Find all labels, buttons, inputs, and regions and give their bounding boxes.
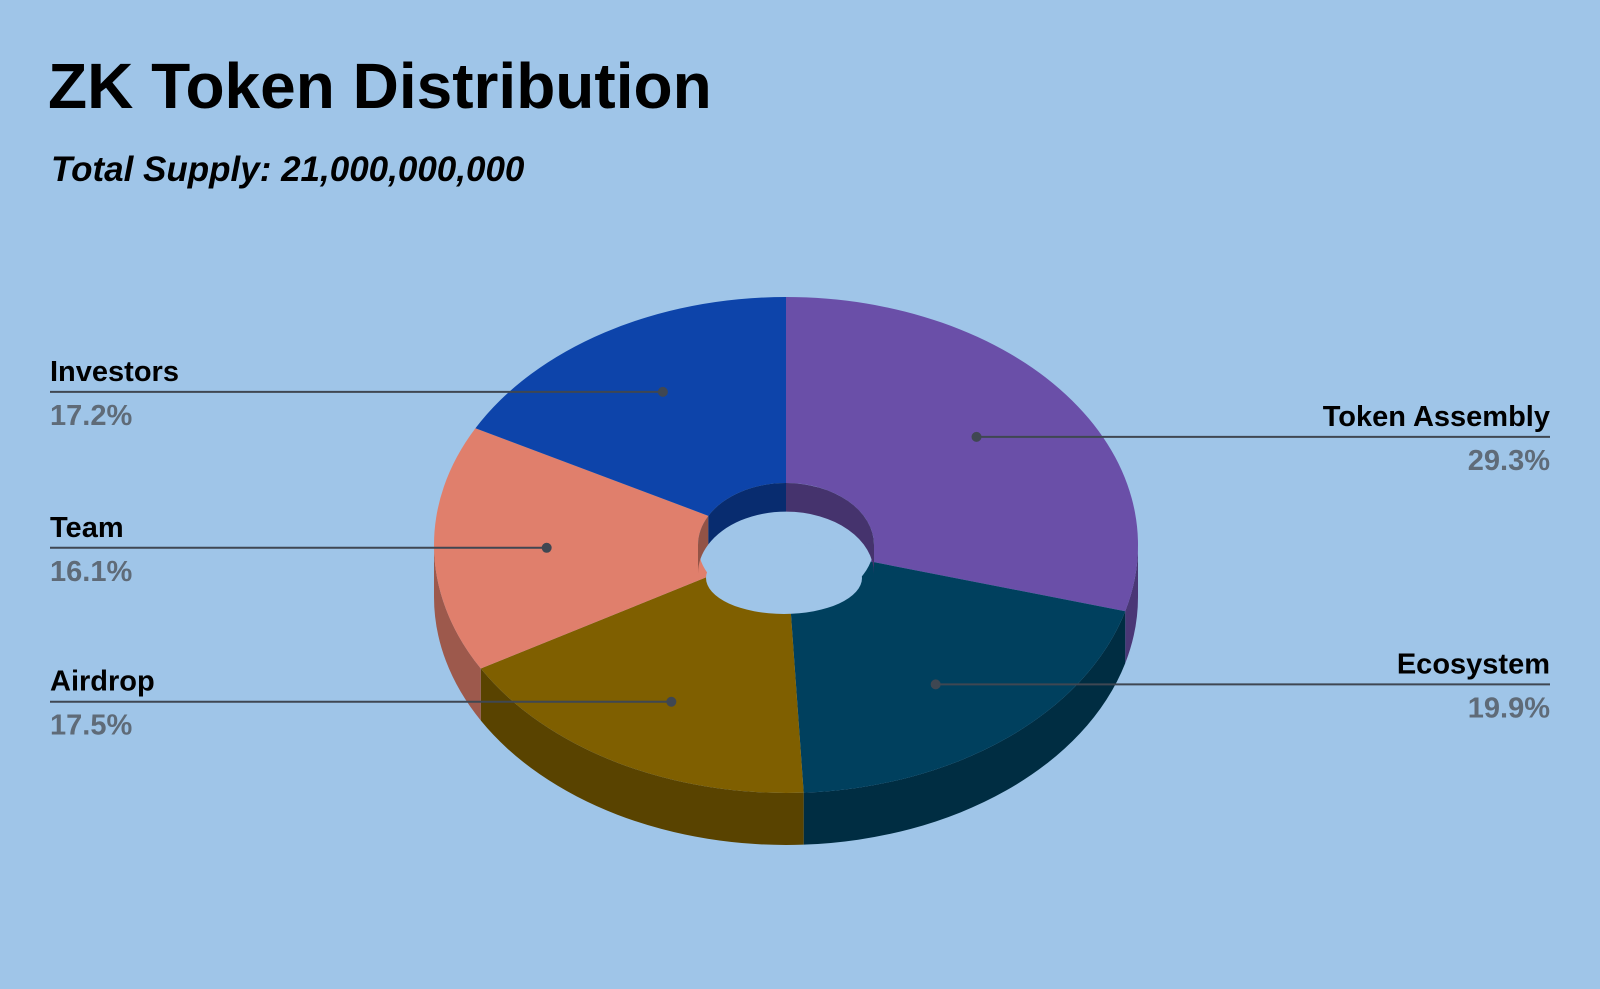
slice-team bbox=[433, 428, 710, 669]
slice-investors bbox=[475, 297, 786, 516]
slice-value-investors: 17.2% bbox=[50, 400, 132, 432]
chart-subtitle: Total Supply: 21,000,000,000 bbox=[51, 150, 525, 189]
slice-side-ecosystem bbox=[803, 611, 1126, 845]
slice-label-investors: Investors bbox=[50, 356, 179, 388]
donut-pie bbox=[433, 297, 1138, 845]
slice-label-token-assembly: Token Assembly bbox=[1323, 401, 1550, 433]
slice-label-team: Team bbox=[50, 512, 124, 544]
slice-inner-wall-team bbox=[698, 515, 709, 574]
slice-side-team bbox=[434, 545, 481, 721]
slice-airdrop bbox=[480, 575, 804, 793]
slice-side-token-assembly bbox=[1125, 545, 1138, 664]
slice-value-ecosystem: 19.9% bbox=[1468, 692, 1550, 724]
leader-dot-investors bbox=[657, 386, 668, 397]
leader-dot-airdrop bbox=[666, 696, 677, 707]
slice-label-ecosystem: Ecosystem bbox=[1397, 648, 1550, 680]
slice-label-airdrop: Airdrop bbox=[50, 666, 155, 698]
leader-dot-ecosystem bbox=[930, 679, 941, 690]
slice-value-airdrop: 17.5% bbox=[50, 710, 132, 742]
slice-inner-wall-token-assembly bbox=[786, 483, 874, 574]
leader-dot-team bbox=[541, 542, 552, 553]
chart-title: ZK Token Distribution bbox=[48, 50, 712, 122]
slice-value-token-assembly: 29.3% bbox=[1468, 445, 1550, 477]
slice-token-assembly bbox=[786, 297, 1138, 612]
donut-hole bbox=[706, 542, 862, 614]
slice-labels: Token Assembly 29.3% Ecosystem 19.9% Airdrop… bbox=[50, 356, 1550, 742]
slice-value-team: 16.1% bbox=[50, 556, 132, 588]
leader-dot-token-assembly bbox=[971, 431, 982, 442]
slice-ecosystem bbox=[790, 561, 1126, 793]
slice-inner-wall-investors bbox=[708, 483, 786, 545]
slice-side-airdrop bbox=[480, 668, 804, 845]
